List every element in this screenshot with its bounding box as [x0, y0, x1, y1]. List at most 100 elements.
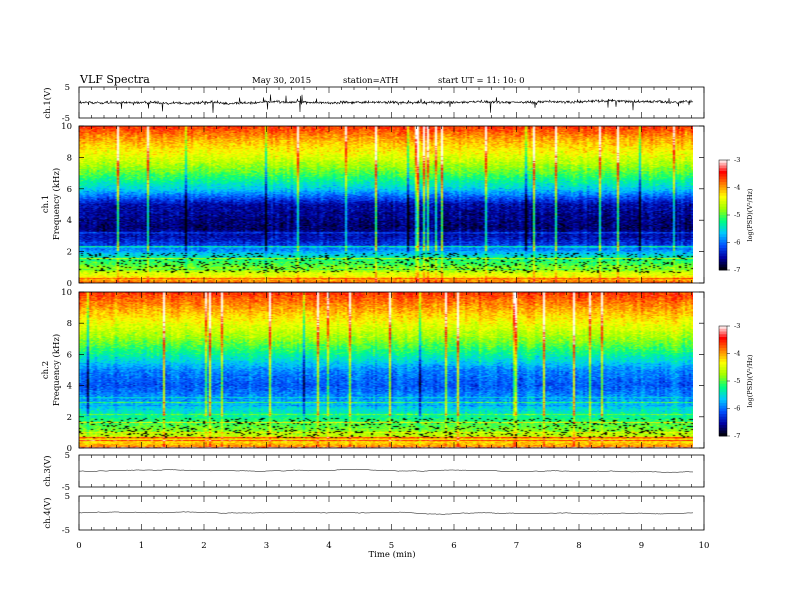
ch1-colorbar-swatch: [719, 173, 727, 177]
ch1-colorbar-swatch: [719, 165, 727, 169]
ch1-colorbar-tick--6: -6: [734, 239, 740, 247]
ch2-colorbar-swatch: [719, 353, 727, 357]
ch1-colorbar-tick--4: -4: [734, 184, 740, 192]
ch2-ytick-6: 6: [67, 350, 72, 360]
ch2-colorbar-swatch: [719, 433, 727, 437]
ch2-colorbar-swatch: [719, 405, 727, 409]
ch2-colorbar-swatch: [719, 383, 727, 387]
ch1-waveform-ylabel: ch.1(V): [42, 87, 53, 118]
time-tick-label-3: 3: [264, 541, 269, 551]
ch2-spectrogram-image: [79, 292, 693, 448]
ch1-colorbar-swatch: [719, 201, 727, 205]
ch1-colorbar-swatch: [719, 259, 727, 263]
ch1-colorbar-swatch: [719, 223, 727, 227]
ch2-colorbar-swatch: [719, 419, 727, 423]
figure-title: VLF Spectra: [79, 73, 150, 86]
ch1-colorbar-swatch: [719, 248, 727, 252]
ch2-colorbar-swatch: [719, 403, 727, 407]
ch1-ytick-bottom: -5: [62, 114, 70, 124]
ch2-colorbar-swatch: [719, 364, 727, 368]
ch2-colorbar-swatch: [719, 386, 727, 390]
ch2-colorbar-swatch: [719, 392, 727, 396]
ch1-colorbar-swatch: [719, 162, 727, 166]
ch2-colorbar-swatch: [719, 326, 727, 330]
ch1-colorbar-swatch: [719, 250, 727, 254]
ch1-spectrogram-panel: ch.1 Frequency (kHz) 0 2 4 6 8 10 -3 -4 -5 -6 -7 l…: [41, 122, 754, 289]
ch2-colorbar-swatch: [719, 342, 727, 346]
time-tick-label-0: 0: [76, 541, 81, 551]
ch2-spectrogram-ylabel-1: ch.2: [41, 361, 51, 379]
ch1-colorbar-swatch: [719, 212, 727, 216]
ch1-ytick-0: 0: [67, 279, 72, 289]
ch2-ytick-10: 10: [61, 288, 72, 298]
ch1-spectrogram-ylabel-1: ch.1: [41, 195, 51, 213]
ch3-waveform-ylabel: ch.3(V): [42, 455, 53, 486]
ch1-ytick-2: 2: [67, 248, 72, 258]
ch1-colorbar-swatch: [719, 179, 727, 183]
ch2-colorbar-swatch: [719, 337, 727, 341]
ch1-colorbar-swatch: [719, 253, 727, 257]
ch1-colorbar-swatch: [719, 228, 727, 232]
ch2-colorbar-swatch: [719, 422, 727, 426]
ch3-ytick-top: 5: [65, 451, 70, 461]
ch1-colorbar-tick--3: -3: [734, 156, 740, 164]
time-tick-label-1: 1: [139, 541, 144, 551]
time-tick-label-4: 4: [326, 541, 331, 551]
ch1-colorbar-tick--7: -7: [734, 266, 740, 274]
ch1-colorbar-swatch: [719, 176, 727, 180]
ch2-colorbar-swatch: [719, 348, 727, 352]
time-tick-label-6: 6: [451, 541, 456, 551]
ch2-colorbar-swatch: [719, 416, 727, 420]
ch1-ytick-top: 5: [65, 83, 70, 93]
ch1-spectrogram-ylabel-2: Frequency (kHz): [51, 168, 62, 240]
ch2-colorbar-swatch: [719, 367, 727, 371]
ch2-colorbar-swatch: [719, 408, 727, 412]
ch2-colorbar-swatch: [719, 427, 727, 431]
ch1-colorbar-swatch: [719, 190, 727, 194]
time-tick-label-2: 2: [201, 541, 206, 551]
ch2-colorbar-swatch: [719, 411, 727, 415]
ch1-colorbar-swatch: [719, 264, 727, 268]
ch1-ytick-10: 10: [61, 122, 72, 132]
ch1-colorbar-swatch: [719, 168, 727, 172]
ch3-ytick-bottom: -5: [62, 483, 70, 493]
ch2-colorbar-swatch: [719, 389, 727, 393]
ch2-spectrogram-ylabel-2: Frequency (kHz): [51, 334, 62, 406]
ch2-colorbar-swatch: [719, 397, 727, 401]
ch2-colorbar-swatch: [719, 425, 727, 429]
ch1-colorbar-swatch: [719, 160, 727, 164]
ch2-colorbar-swatch: [719, 350, 727, 354]
ch1-colorbar-swatch: [719, 193, 727, 197]
ch2-colorbar: -3 -4 -5 -6 -7 log(PSD)(V²/Hz): [718, 322, 754, 440]
ch1-colorbar-label: log(PSD)(V²/Hz): [746, 188, 754, 241]
ch1-colorbar-swatch: [719, 198, 727, 202]
ch2-colorbar-swatch: [719, 359, 727, 363]
ch1-colorbar-swatch: [719, 215, 727, 219]
ch1-spectrogram-image: [79, 126, 693, 283]
ch1-colorbar-swatch: [719, 217, 727, 221]
ch1-colorbar-swatch: [719, 182, 727, 186]
ch1-colorbar-swatch: [719, 256, 727, 260]
ch2-colorbar-tick--5: -5: [734, 377, 740, 385]
ch2-colorbar-label: log(PSD)(V²/Hz): [746, 354, 754, 407]
ch2-ytick-2: 2: [67, 413, 72, 423]
ch1-colorbar-swatch: [719, 184, 727, 188]
ch2-colorbar-swatch: [719, 375, 727, 379]
ch4-ytick-bottom: -5: [62, 526, 70, 536]
ch2-colorbar-tick--7: -7: [734, 432, 740, 440]
ch2-colorbar-swatch: [719, 361, 727, 365]
date-label: May 30, 2015: [252, 76, 311, 86]
ch2-colorbar-swatch: [719, 331, 727, 335]
time-axis-labels: 0 1 2 3 4 5 6 7 8 9 10: [76, 541, 709, 551]
time-tick-label-7: 7: [514, 541, 519, 551]
time-tick-label-9: 9: [639, 541, 644, 551]
ch1-colorbar-swatch: [719, 267, 727, 271]
ch2-colorbar-swatch: [719, 430, 727, 434]
ch1-ytick-8: 8: [67, 153, 72, 163]
ch2-ytick-8: 8: [67, 319, 72, 329]
ch1-colorbar-swatch: [719, 231, 727, 235]
ch2-colorbar-swatch: [719, 378, 727, 382]
ch2-colorbar-swatch: [719, 394, 727, 398]
ch2-colorbar-swatch: [719, 370, 727, 374]
